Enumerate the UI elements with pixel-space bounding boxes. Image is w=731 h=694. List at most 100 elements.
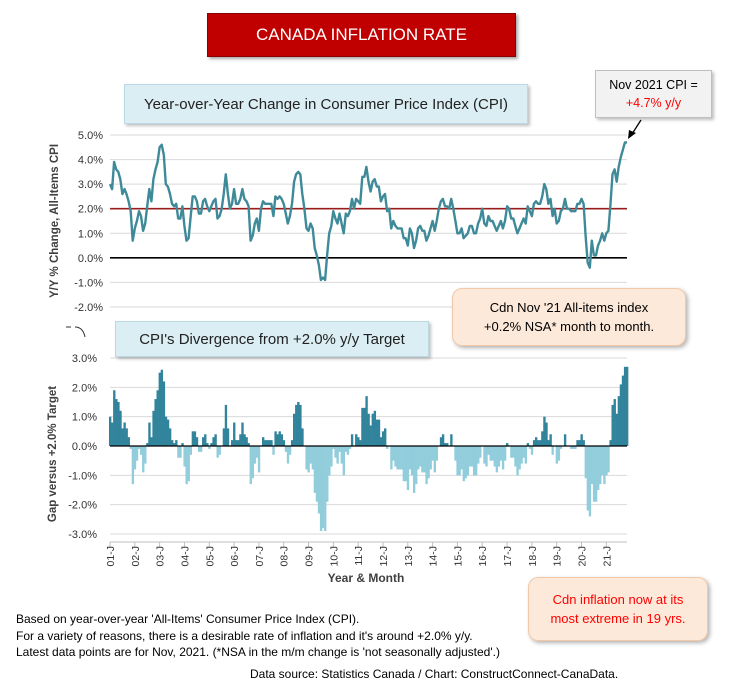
divergence-bar [315, 446, 319, 502]
monthly-change-callout: Cdn Nov '21 All-items index +0.2% NSA* m… [452, 288, 686, 346]
divergence-bar [607, 446, 610, 473]
top-y-tick-label: 5.0% [78, 130, 103, 142]
x-tick-label: 06-J [229, 546, 241, 566]
divergence-bar [549, 434, 552, 446]
divergence-bar [266, 440, 269, 446]
top-y-tick-label: 4.0% [78, 155, 103, 167]
divergence-bar [276, 434, 279, 446]
divergence-bar [218, 446, 221, 455]
divergence-bar [257, 446, 261, 473]
divergence-bar [262, 437, 265, 446]
divergence-bar [384, 428, 387, 446]
divergence-bar [417, 446, 420, 470]
divergence-bar [185, 446, 188, 485]
divergence-bar [472, 446, 476, 476]
divergence-bar [226, 428, 230, 446]
divergence-bar [528, 446, 532, 449]
divergence-bar [293, 413, 296, 446]
divergence-bar [239, 434, 242, 446]
divergence-bar [483, 446, 486, 464]
divergence-bar [582, 440, 585, 446]
divergence-bar [195, 437, 199, 446]
divergence-bar [342, 446, 346, 476]
divergence-bar [625, 366, 629, 446]
divergence-bar [468, 446, 472, 467]
divergence-bar [164, 416, 168, 446]
divergence-bar [123, 422, 126, 446]
axis-break-mark [66, 326, 86, 338]
footnotes: Based on year-over-year 'All-Items' Cons… [16, 611, 536, 661]
divergence-bar [284, 446, 288, 452]
divergence-bar [415, 446, 418, 485]
divergence-bar [594, 446, 598, 502]
divergence-bar [326, 446, 329, 502]
divergence-bar [512, 446, 515, 458]
divergence-bar [396, 446, 399, 470]
divergence-bar [551, 446, 554, 455]
divergence-bar [363, 407, 366, 446]
divergence-bar [371, 413, 374, 446]
chart-banner-title: CANADA INFLATION RATE [207, 13, 516, 57]
divergence-bar [489, 446, 492, 461]
divergence-bar [599, 446, 602, 485]
divergence-bar [475, 446, 478, 476]
divergence-bar [435, 446, 439, 461]
divergence-bar [332, 446, 335, 449]
footnote-line-2: For a variety of reasons, there is a des… [16, 628, 473, 643]
bottom-y-tick-label: 3.0% [72, 353, 97, 365]
divergence-bar [609, 440, 612, 446]
divergence-bar [336, 446, 339, 464]
divergence-bar [617, 396, 621, 446]
divergence-bar [175, 440, 178, 446]
arrow-head-icon [628, 130, 636, 139]
divergence-bar [443, 443, 447, 446]
divergence-bar [111, 422, 114, 446]
divergence-bar [623, 366, 627, 446]
divergence-bar [534, 437, 538, 446]
divergence-bar [456, 446, 459, 476]
divergence-bar [464, 446, 468, 479]
divergence-bar [324, 446, 327, 532]
divergence-bar [222, 428, 226, 446]
divergence-bar [431, 446, 434, 461]
divergence-bar [206, 443, 209, 446]
divergence-bar [210, 443, 213, 446]
divergence-bar [224, 404, 228, 446]
divergence-bar [588, 446, 592, 517]
bottom-y-tick-label: -1.0% [68, 470, 97, 482]
divergence-bar [131, 446, 135, 485]
top-y-tick-label: 3.0% [78, 179, 103, 191]
divergence-bar [247, 443, 250, 446]
bottom-y-axis-label: Gap versus +2.0% Target [47, 386, 59, 522]
bottom-x-ticks: 01-J 02-J 03-J 04-J 05-J 06-J 07-J 08-J 09-J 10-J… [105, 541, 627, 566]
divergence-bar [334, 446, 337, 458]
divergence-bar [255, 446, 259, 458]
divergence-bar [142, 446, 145, 473]
divergence-bar [202, 437, 205, 446]
divergence-bar [547, 440, 550, 446]
divergence-area [108, 366, 629, 532]
divergence-bar [305, 446, 308, 470]
top-y-tick-label: 2.0% [78, 204, 103, 216]
divergence-bar [199, 446, 203, 452]
x-tick-label: 03-J [155, 546, 167, 566]
divergence-bar [288, 446, 292, 455]
x-tick-label: 01-J [105, 546, 117, 566]
divergence-bar [462, 446, 465, 482]
divergence-bar [268, 440, 271, 446]
divergence-bar [216, 446, 219, 458]
divergence-bar [166, 419, 170, 446]
divergence-bar [572, 446, 575, 449]
divergence-bar [506, 443, 509, 446]
footnote-line-3: Latest data points are for Nov, 2021. (*… [16, 645, 500, 659]
divergence-bar [379, 437, 383, 446]
x-tick-label: 16-J [477, 546, 489, 566]
divergence-bar [570, 446, 573, 449]
divergence-bar [386, 446, 389, 449]
divergence-bar [249, 446, 252, 485]
divergence-bar [441, 434, 445, 446]
divergence-bar [146, 443, 149, 446]
divergence-bar [408, 446, 412, 470]
divergence-bar [479, 446, 482, 458]
divergence-bar [357, 437, 360, 446]
